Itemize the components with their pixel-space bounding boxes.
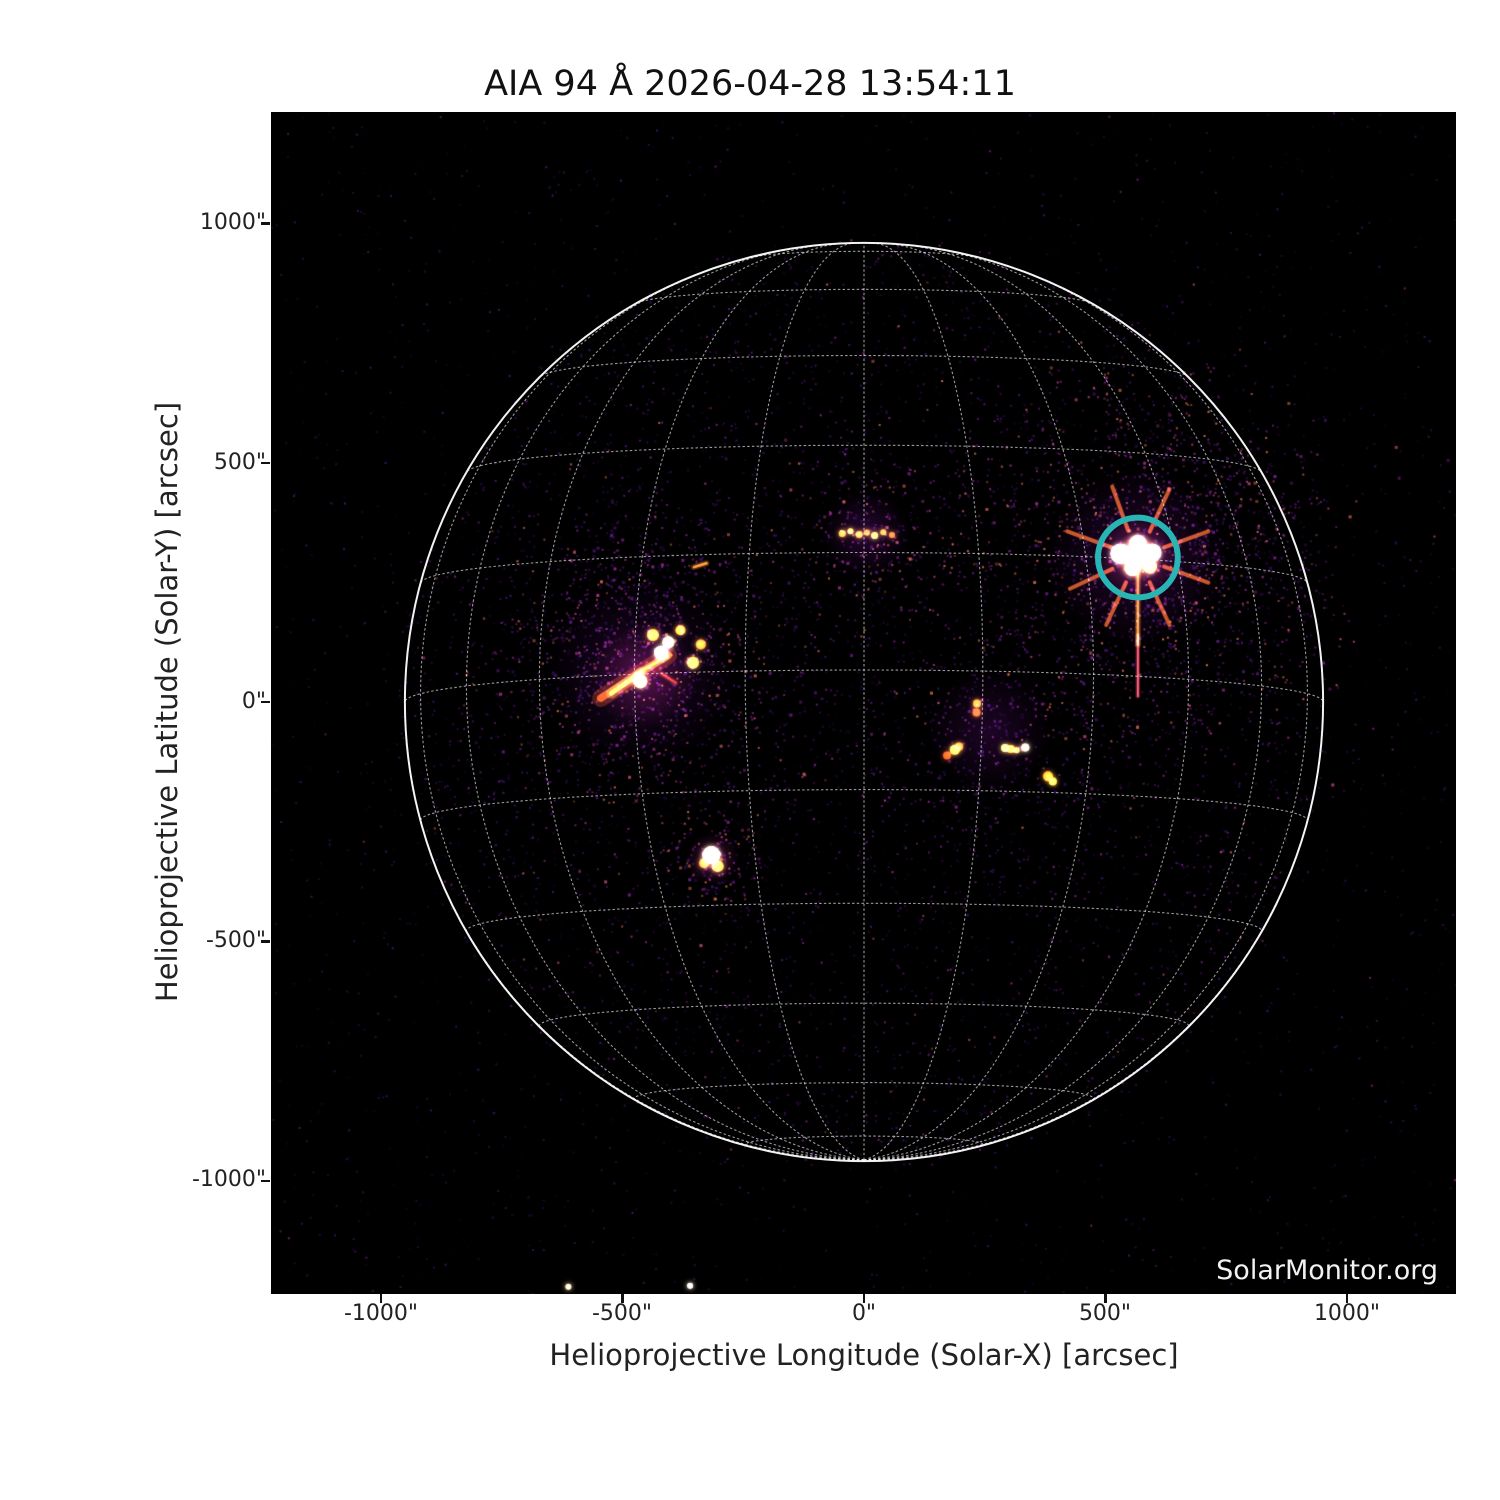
x-tick-mark	[1345, 1294, 1349, 1303]
x-tick-mark	[862, 1294, 866, 1303]
y-tick-mark	[261, 222, 270, 225]
x-tick-mark	[1104, 1294, 1107, 1303]
y-tick-label: 500"	[213, 450, 266, 475]
x-tick-mark	[621, 1294, 624, 1303]
heliographic-grid-lines	[404, 242, 1324, 1161]
y-tick-mark	[261, 940, 270, 943]
y-tick-label: 1000"	[199, 210, 266, 235]
x-axis-label: Helioprojective Longitude (Solar-X) [arc…	[549, 1338, 1179, 1372]
x-tick-label: 500"	[1078, 1301, 1132, 1326]
flare-marker-circle	[1095, 514, 1181, 601]
heliographic-grid-svg	[403, 241, 1325, 1163]
x-tick-label: -500"	[591, 1301, 653, 1326]
y-tick-mark	[261, 700, 270, 704]
x-tick-label: 1000"	[1313, 1301, 1381, 1326]
y-tick-mark	[261, 461, 270, 465]
x-tick-mark	[379, 1294, 383, 1303]
y-tick-mark	[261, 1179, 270, 1183]
y-tick-label: -1000"	[191, 1167, 266, 1192]
chart-title: AIA 94 Å 2026-04-28 13:54:11	[484, 64, 1016, 104]
x-tick-label: 0"	[851, 1301, 877, 1326]
watermark: SolarMonitor.org	[1216, 1255, 1438, 1286]
y-axis-label: Helioprojective Latitude (Solar-Y) [arcs…	[150, 401, 184, 1003]
solar-limb-circle	[403, 241, 1325, 1163]
x-tick-label: -1000"	[343, 1301, 419, 1326]
plot-area: SolarMonitor.org	[271, 112, 1456, 1294]
y-tick-label: -500"	[205, 928, 266, 953]
y-tick-label: 0"	[241, 689, 266, 714]
